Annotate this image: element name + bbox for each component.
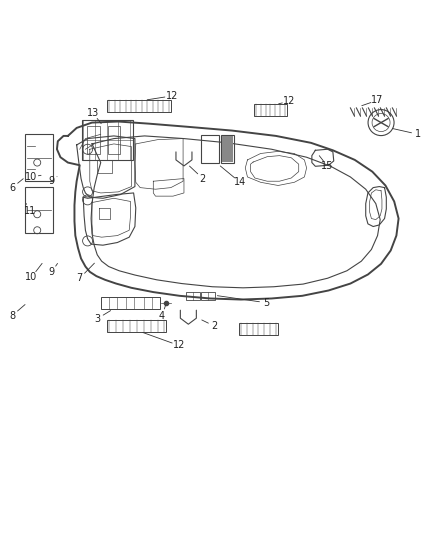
Text: 10: 10 [25,172,38,182]
Text: 2: 2 [200,174,206,183]
Text: 4: 4 [159,311,165,320]
Text: 2: 2 [212,321,218,331]
Text: 9: 9 [49,176,55,186]
FancyBboxPatch shape [222,136,233,162]
Text: 12: 12 [283,96,295,106]
Text: 15: 15 [321,161,334,171]
Text: 6: 6 [9,183,15,192]
Text: 14: 14 [234,177,246,187]
Text: 3: 3 [94,314,100,324]
Text: 7: 7 [77,273,83,283]
Text: 1: 1 [415,130,421,139]
Text: 5: 5 [263,298,269,308]
Text: 9: 9 [49,267,55,277]
Text: 12: 12 [166,91,178,101]
Text: 12: 12 [173,341,185,350]
Text: 11: 11 [24,206,36,215]
Text: 17: 17 [371,95,384,105]
Text: 13: 13 [87,108,99,118]
Text: 8: 8 [9,311,15,320]
Text: 10: 10 [25,272,38,282]
